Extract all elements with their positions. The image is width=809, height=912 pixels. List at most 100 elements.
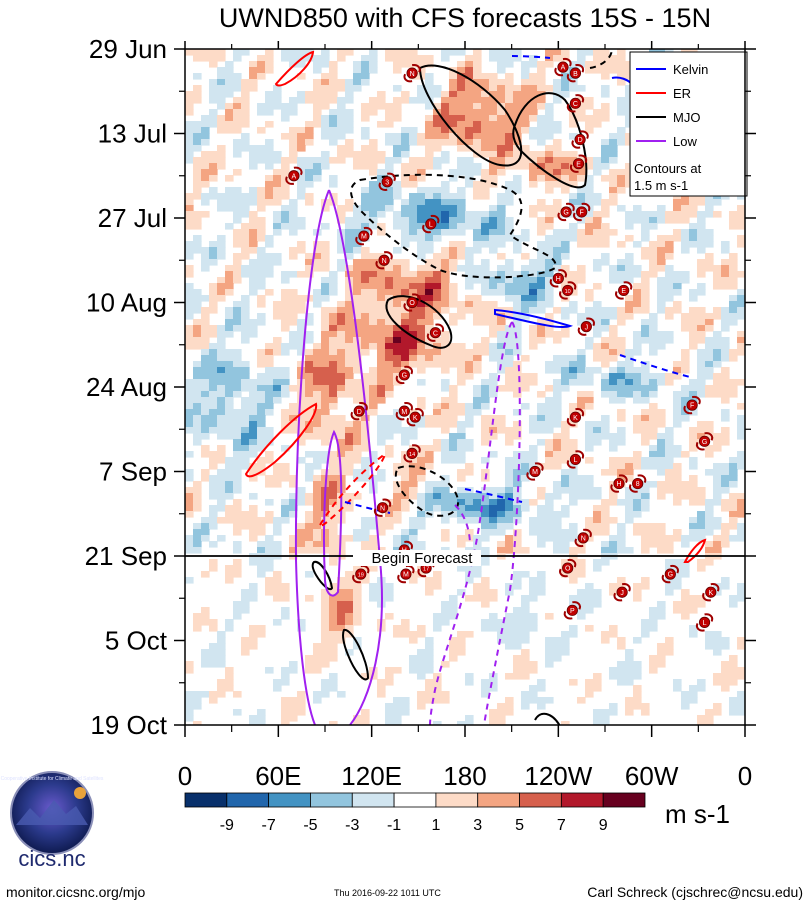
field-cell — [281, 55, 330, 62]
field-cell — [273, 397, 282, 404]
field-cell — [289, 403, 322, 410]
field-cell — [265, 61, 274, 68]
field-cell — [393, 361, 402, 368]
field-cell — [537, 217, 546, 224]
field-cell — [281, 211, 290, 218]
field-cell — [737, 337, 745, 344]
colorbar-tick-label: 3 — [473, 817, 482, 834]
field-cell — [265, 193, 274, 200]
field-cell — [625, 373, 642, 380]
field-cell — [561, 241, 570, 248]
field-cell — [345, 451, 362, 458]
field-cell — [433, 721, 442, 725]
storm-spiral — [574, 528, 592, 548]
field-cell — [505, 277, 514, 284]
field-cell — [537, 703, 546, 710]
field-cell — [417, 403, 426, 410]
field-cell — [457, 91, 482, 98]
field-cell — [377, 469, 386, 476]
field-cell — [657, 493, 666, 500]
field-cell — [425, 103, 434, 110]
field-cell — [337, 601, 354, 608]
field-cell — [633, 391, 642, 398]
field-cell — [601, 145, 618, 152]
field-cell — [513, 151, 546, 158]
er-contour — [683, 538, 707, 563]
field-cell — [401, 505, 410, 512]
field-cell — [625, 517, 634, 524]
field-cell — [665, 583, 682, 590]
legend-mjo-label: MJO — [673, 110, 700, 125]
field-cell — [521, 61, 538, 68]
field-cell — [225, 577, 234, 584]
field-cell — [689, 391, 698, 398]
field-cell — [273, 217, 282, 224]
field-cell — [449, 385, 458, 392]
field-cell — [569, 133, 578, 140]
field-cell — [633, 337, 674, 344]
field-cell — [705, 709, 722, 716]
field-cell — [553, 379, 562, 386]
field-cell — [369, 211, 378, 218]
field-cell — [417, 241, 434, 248]
field-cell — [425, 133, 450, 140]
field-cell — [193, 481, 202, 488]
storm-symbol: K — [566, 408, 585, 427]
field-cell — [657, 283, 674, 290]
field-cell — [233, 391, 242, 398]
field-cell — [657, 277, 690, 284]
field-cell — [721, 661, 738, 668]
field-cell — [337, 439, 346, 446]
field-cell — [193, 163, 210, 170]
field-cell — [401, 169, 418, 176]
field-cell — [409, 313, 426, 320]
storm-symbol: F — [573, 202, 591, 222]
field-cell — [225, 265, 242, 272]
field-cell — [201, 151, 226, 158]
field-cell — [553, 391, 562, 398]
field-cell — [489, 49, 522, 56]
field-cell — [505, 367, 522, 374]
field-cell — [689, 223, 706, 230]
field-cell — [257, 193, 266, 200]
storm-spiral — [554, 57, 572, 77]
storm-label: J — [620, 590, 624, 597]
field-cell — [513, 607, 530, 614]
field-cell — [729, 511, 745, 518]
field-cell — [345, 373, 354, 380]
field-cell — [729, 349, 745, 356]
field-cell — [713, 361, 722, 368]
field-cell — [361, 343, 370, 350]
field-cell — [457, 247, 466, 254]
field-cell — [729, 517, 738, 524]
field-cell — [505, 373, 538, 380]
x-tick-label: 0 — [178, 761, 192, 791]
field-cell — [377, 349, 386, 356]
field-cell — [457, 307, 514, 314]
field-cell — [481, 145, 498, 152]
field-cell — [569, 595, 602, 602]
field-cell — [225, 79, 242, 86]
field-cell — [409, 655, 434, 662]
field-cell — [385, 109, 402, 116]
field-cell — [297, 691, 306, 698]
field-cell — [321, 331, 338, 338]
field-cell — [585, 343, 594, 350]
storm-label: N — [410, 71, 415, 78]
field-cell — [561, 187, 570, 194]
field-cell — [657, 259, 666, 266]
field-cell — [337, 247, 346, 254]
field-cell — [529, 211, 538, 218]
field-cell — [617, 97, 634, 104]
field-cell — [481, 577, 490, 584]
field-cell — [649, 661, 666, 668]
field-cell — [585, 625, 594, 632]
field-cell — [457, 379, 466, 386]
y-tick-label: 21 Sep — [85, 541, 167, 571]
field-cell — [465, 115, 490, 122]
field-cell — [441, 181, 450, 188]
storm-spiral — [526, 462, 544, 481]
field-cell — [513, 175, 522, 182]
field-cell — [321, 637, 346, 644]
field-cell — [305, 139, 314, 146]
